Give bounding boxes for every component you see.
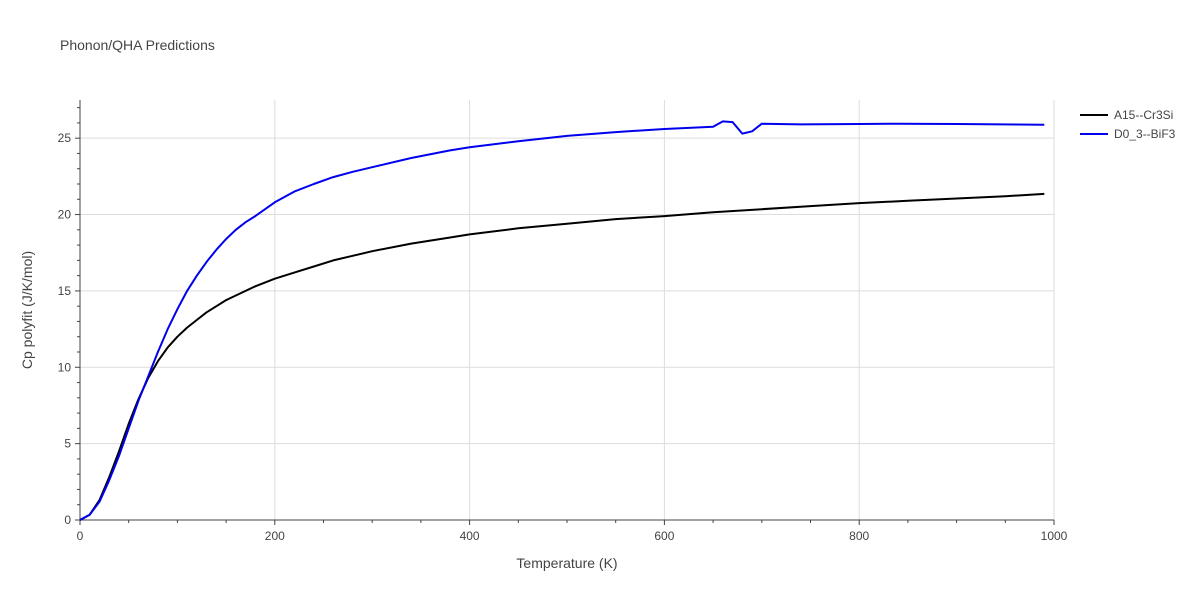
grid [80,100,1055,520]
y-tick-label-0: 0 [64,513,71,527]
x-tick-label-3: 600 [654,529,674,543]
chart-title: Phonon/QHA Predictions [60,37,215,53]
legend: A15--Cr3Si D0_3--BiF3 [1080,108,1176,141]
x-tick-label-0: 0 [77,529,84,543]
x-tick-label-1: 200 [265,529,285,543]
x-axis-title: Temperature (K) [516,555,617,571]
axes: 0 200 400 600 800 1000 0 5 10 15 20 25 [58,100,1068,543]
y-tick-label-3: 15 [58,284,72,298]
y-tick-label-1: 5 [64,437,71,451]
x-tick-label-2: 400 [460,529,480,543]
x-tick-label-5: 1000 [1041,529,1068,543]
y-tick-label-4: 20 [58,208,72,222]
x-tick-label-4: 800 [849,529,869,543]
legend-label-1: D0_3--BiF3 [1114,127,1176,141]
series-line-0 [79,192,1045,521]
legend-label-0: A15--Cr3Si [1114,108,1173,122]
series-line-1 [79,120,1045,521]
y-axis-title: Cp polyfit (J/K/mol) [19,251,35,369]
y-tick-label-2: 10 [58,360,72,374]
y-tick-label-5: 25 [58,131,72,145]
plot-area [79,120,1045,521]
